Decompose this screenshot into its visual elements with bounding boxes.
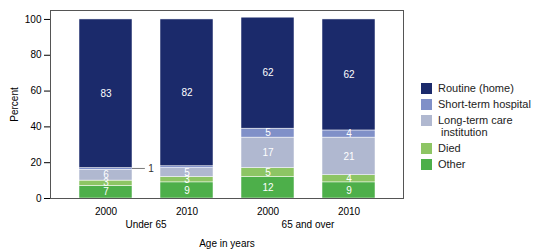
svg-text:Percent: Percent — [9, 87, 20, 122]
html-text:Died: Died — [438, 142, 461, 154]
svg-text:40: 40 — [30, 121, 42, 132]
svg-text:65 and over: 65 and over — [282, 219, 335, 230]
svg-text:3: 3 — [184, 173, 190, 185]
svg-text:5: 5 — [184, 167, 190, 178]
svg-text:5: 5 — [265, 127, 271, 138]
svg-text:83: 83 — [100, 88, 112, 99]
svg-text:12: 12 — [262, 182, 274, 193]
svg-text:21: 21 — [343, 151, 355, 162]
svg-text:62: 62 — [343, 69, 355, 80]
svg-text:5: 5 — [265, 167, 271, 178]
svg-text:2010: 2010 — [176, 206, 199, 217]
svg-text:Age in years: Age in years — [199, 238, 255, 249]
svg-text:Under 65: Under 65 — [125, 219, 167, 230]
svg-text:2010: 2010 — [338, 206, 361, 217]
svg-text:60: 60 — [30, 85, 42, 96]
svg-text:9: 9 — [184, 185, 190, 196]
svg-text:2000: 2000 — [95, 206, 118, 217]
html-text:Long-term care institution: Long-term care institution — [438, 114, 513, 138]
svg-text:7: 7 — [103, 186, 109, 198]
html-text:Other: Other — [438, 158, 466, 170]
html-text:Routine (home): Routine (home) — [438, 82, 514, 94]
svg-text:4: 4 — [346, 173, 352, 184]
svg-text:6: 6 — [103, 169, 109, 180]
svg-text:4: 4 — [346, 128, 352, 139]
svg-text:80: 80 — [30, 49, 42, 60]
svg-text:62: 62 — [262, 67, 274, 78]
svg-text:17: 17 — [262, 147, 274, 158]
svg-text:82: 82 — [181, 87, 193, 98]
svg-text:3: 3 — [103, 177, 109, 189]
svg-text:2000: 2000 — [257, 206, 280, 217]
svg-text:20: 20 — [30, 157, 42, 168]
svg-text:0: 0 — [36, 193, 42, 204]
svg-text:1: 1 — [148, 163, 154, 174]
html-text:Short-term hospital: Short-term hospital — [438, 98, 531, 110]
svg-text:100: 100 — [25, 14, 42, 25]
svg-text:9: 9 — [346, 185, 352, 196]
